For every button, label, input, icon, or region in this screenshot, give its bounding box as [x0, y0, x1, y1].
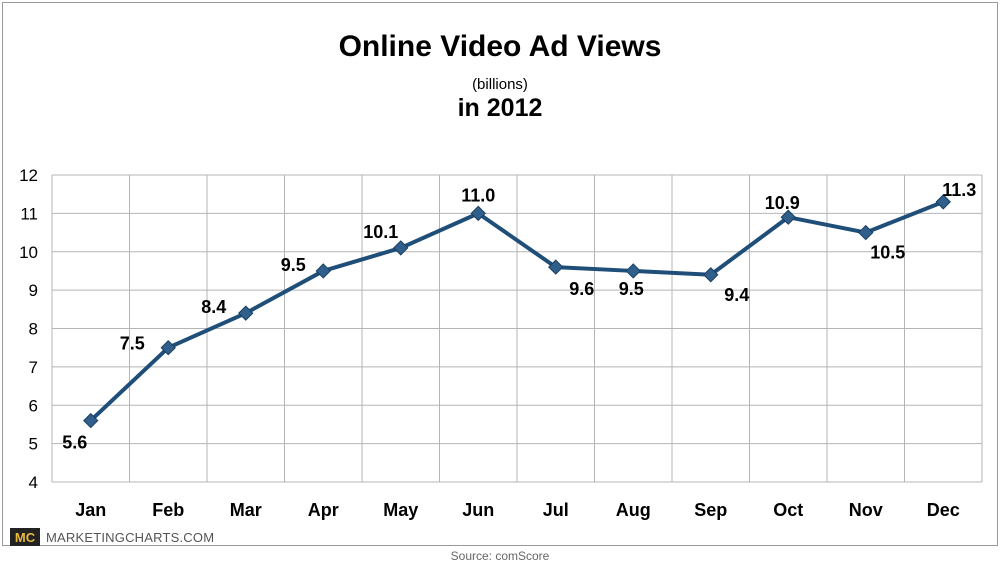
data-label: 10.9 [765, 193, 800, 213]
y-tick-label: 7 [29, 358, 38, 377]
data-point [83, 412, 99, 429]
data-point [703, 267, 719, 283]
chart-title: Online Video Ad Views [338, 30, 662, 63]
x-tick-label: Aug [616, 500, 651, 520]
data-point [393, 240, 409, 256]
data-label: 10.1 [363, 222, 398, 242]
marketingcharts-logo: MC [10, 528, 40, 546]
y-tick-label: 8 [29, 320, 38, 339]
branding: MC MARKETINGCHARTS.COM [10, 527, 214, 547]
x-tick-label: May [383, 500, 418, 520]
x-tick-label: Sep [694, 500, 727, 520]
x-tick-label: Jul [543, 500, 569, 520]
y-tick-label: 9 [29, 281, 38, 300]
data-label: 9.6 [569, 279, 594, 299]
x-tick-label: Feb [152, 500, 184, 520]
y-tick-label: 6 [29, 396, 38, 415]
data-label: 10.5 [870, 243, 905, 263]
series-line [88, 199, 946, 423]
chart-frame [2, 2, 998, 546]
data-point [935, 194, 951, 210]
brand-name: MARKETINGCHARTS.COM [46, 529, 215, 545]
data-label: 11.0 [461, 185, 495, 205]
data-point [780, 209, 796, 225]
x-tick-label: Mar [230, 500, 262, 520]
data-label: 11.3 [942, 180, 976, 200]
x-tick-label: Oct [773, 500, 803, 520]
y-tick-label: 5 [29, 435, 38, 454]
x-tick-label: Nov [849, 500, 883, 520]
data-point [625, 263, 641, 279]
chart-subtitle-year: in 2012 [457, 94, 543, 122]
x-tick-label: Jun [462, 500, 494, 520]
x-tick-label: Jan [75, 500, 106, 520]
data-label: 8.4 [201, 297, 226, 317]
chart-subtitle: (billions) [472, 76, 528, 93]
data-point [160, 339, 176, 356]
y-tick-label: 12 [19, 166, 38, 185]
data-point [858, 224, 874, 241]
y-tick-label: 11 [20, 204, 38, 223]
data-point [470, 205, 486, 222]
y-tick-label: 10 [19, 243, 38, 262]
x-tick-label: Dec [927, 500, 960, 520]
data-label: 9.5 [619, 279, 644, 299]
data-label: 9.5 [281, 255, 306, 275]
data-point [548, 259, 564, 275]
data-label: 7.5 [120, 334, 145, 354]
data-label: 5.6 [62, 433, 87, 453]
y-tick-label: 4 [29, 473, 38, 492]
source-note: Source: comScore [450, 549, 550, 563]
x-tick-label: Apr [308, 500, 339, 520]
data-point [238, 305, 254, 321]
data-label: 9.4 [724, 285, 749, 305]
data-point [315, 263, 331, 279]
